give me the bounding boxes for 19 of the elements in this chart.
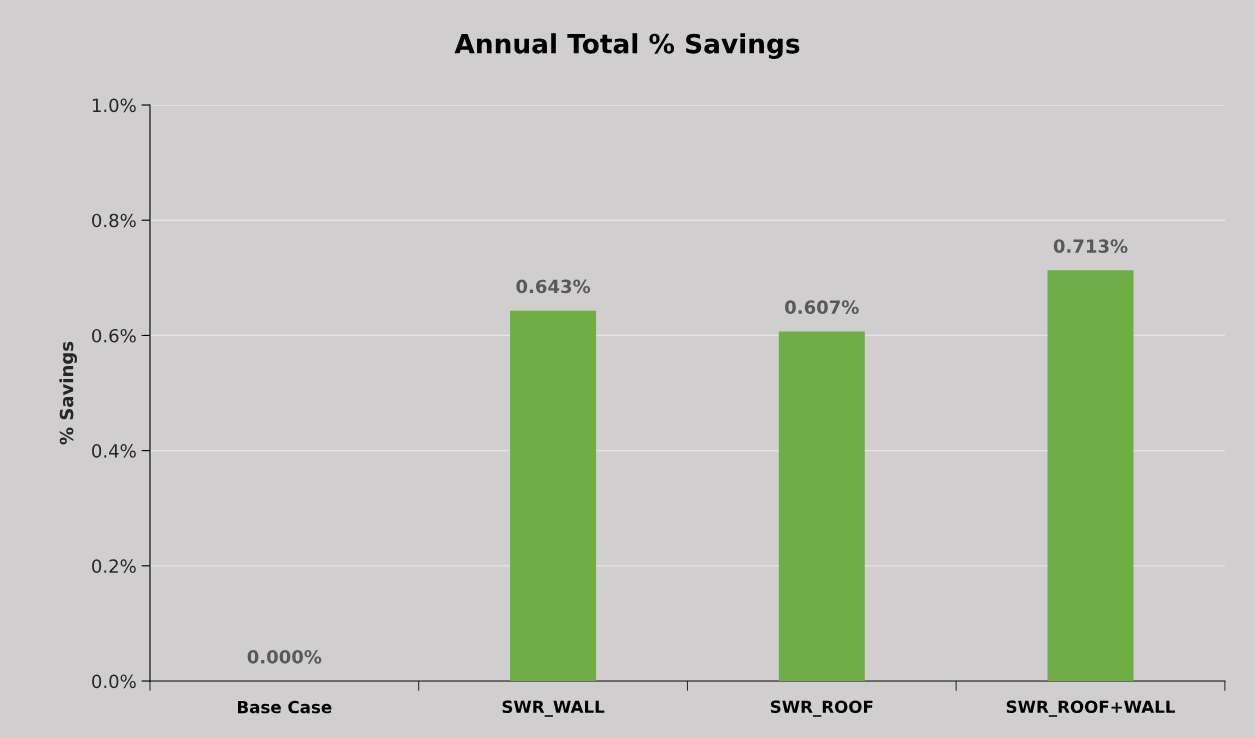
x-tick-label: SWR_WALL — [502, 700, 605, 717]
data-label: 0.000% — [247, 649, 322, 664]
bar — [510, 310, 597, 682]
bar — [1047, 270, 1134, 682]
y-tick-label: 1.0% — [92, 98, 136, 113]
y-tick-label: 0.2% — [92, 559, 136, 573]
x-tick-label: Base Case — [238, 700, 332, 714]
data-label: 0.713% — [1053, 239, 1128, 253]
x-tick-label: SWR_ROOF+WALL — [1006, 700, 1175, 717]
y-axis-title: % Savings — [59, 341, 78, 445]
bar — [778, 331, 865, 682]
data-label: 0.607% — [785, 300, 859, 314]
y-tick-label: 0.8% — [92, 213, 136, 228]
chart-title: Annual Total % Savings — [454, 33, 800, 59]
y-tick-label: 0.6% — [92, 328, 136, 343]
data-label: 0.643% — [516, 279, 591, 294]
y-tick-label: 0.0% — [92, 674, 136, 689]
x-tick-label: SWR_ROOF — [770, 700, 873, 717]
y-tick-label: 0.4% — [92, 444, 136, 458]
